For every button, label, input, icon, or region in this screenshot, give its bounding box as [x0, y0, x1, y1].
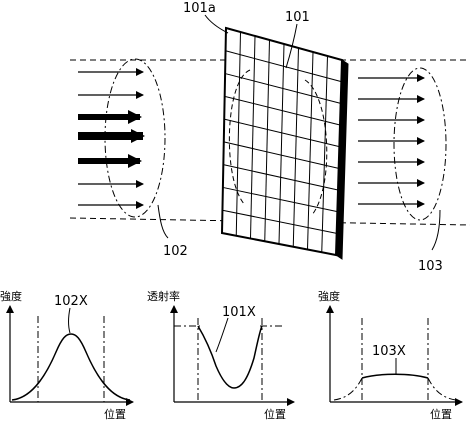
plot-incident-ylabel: 強度 [0, 289, 22, 303]
panel-grid-row-line [224, 118, 340, 148]
panel-grid-column-line [250, 35, 256, 239]
plot-transmittance-curve-leader [215, 317, 229, 353]
incident-arrows [78, 68, 145, 209]
output-arrows [358, 74, 425, 208]
plot-output: 強度 103X 位置 [318, 289, 463, 421]
plot-incident-curve-leader [68, 307, 71, 334]
output-beam-cross-section [393, 67, 447, 221]
panel-label-leader [204, 14, 229, 34]
plot-transmittance: 透射率 101X 位置 [147, 289, 295, 421]
incident-beam-label: 102 [163, 244, 188, 259]
plot-output-curve [361, 373, 429, 379]
panel-grid-row-line [223, 164, 339, 191]
beam-through-panel [228, 69, 328, 216]
plot-transmittance-curve-label: 101X [222, 305, 256, 320]
plot-transmittance-ylabel: 透射率 [147, 289, 180, 303]
panel-grid-lines [222, 31, 342, 253]
plot-incident-xlabel: 位置 [104, 407, 126, 421]
output-beam-leader [431, 209, 441, 251]
panel-group-leader [285, 23, 298, 69]
panel-grid-row-line [222, 186, 338, 213]
plot-transmittance-curve [197, 325, 263, 389]
panel-grid-row-line [223, 141, 339, 169]
plot-output-curve-label: 103X [372, 344, 406, 359]
panel-grid-column-line [235, 31, 241, 236]
panel-grid-column-line [278, 43, 285, 245]
panel-group-label: 101 [285, 10, 310, 25]
plot-incident-curve-label: 102X [54, 294, 88, 309]
plot-output-ylabel: 強度 [318, 289, 340, 303]
incident-beam-leader [157, 204, 169, 239]
panel-grid-row-line [225, 50, 342, 83]
plot-incident: 強度 102X 位置 [0, 289, 134, 421]
incident-beam-cross-section [104, 58, 166, 218]
grid-panel [220, 26, 349, 260]
plot-output-curve-tail [333, 377, 457, 401]
plot-output-xlabel: 位置 [430, 407, 452, 421]
panel-grid-row-line [224, 73, 341, 104]
plot-transmittance-xlabel: 位置 [264, 407, 286, 421]
output-beam-label: 103 [418, 259, 443, 274]
panel-grid-row-line [224, 95, 341, 126]
panel-label: 101a [183, 1, 216, 16]
plot-incident-curve [11, 333, 131, 401]
panel-grid-column-line [292, 47, 299, 247]
panel-grid-column-line [264, 39, 270, 242]
panel-grid-row-line [222, 209, 337, 234]
panel-grid-column-line [321, 55, 328, 253]
panel-grid-column-line [307, 51, 314, 250]
